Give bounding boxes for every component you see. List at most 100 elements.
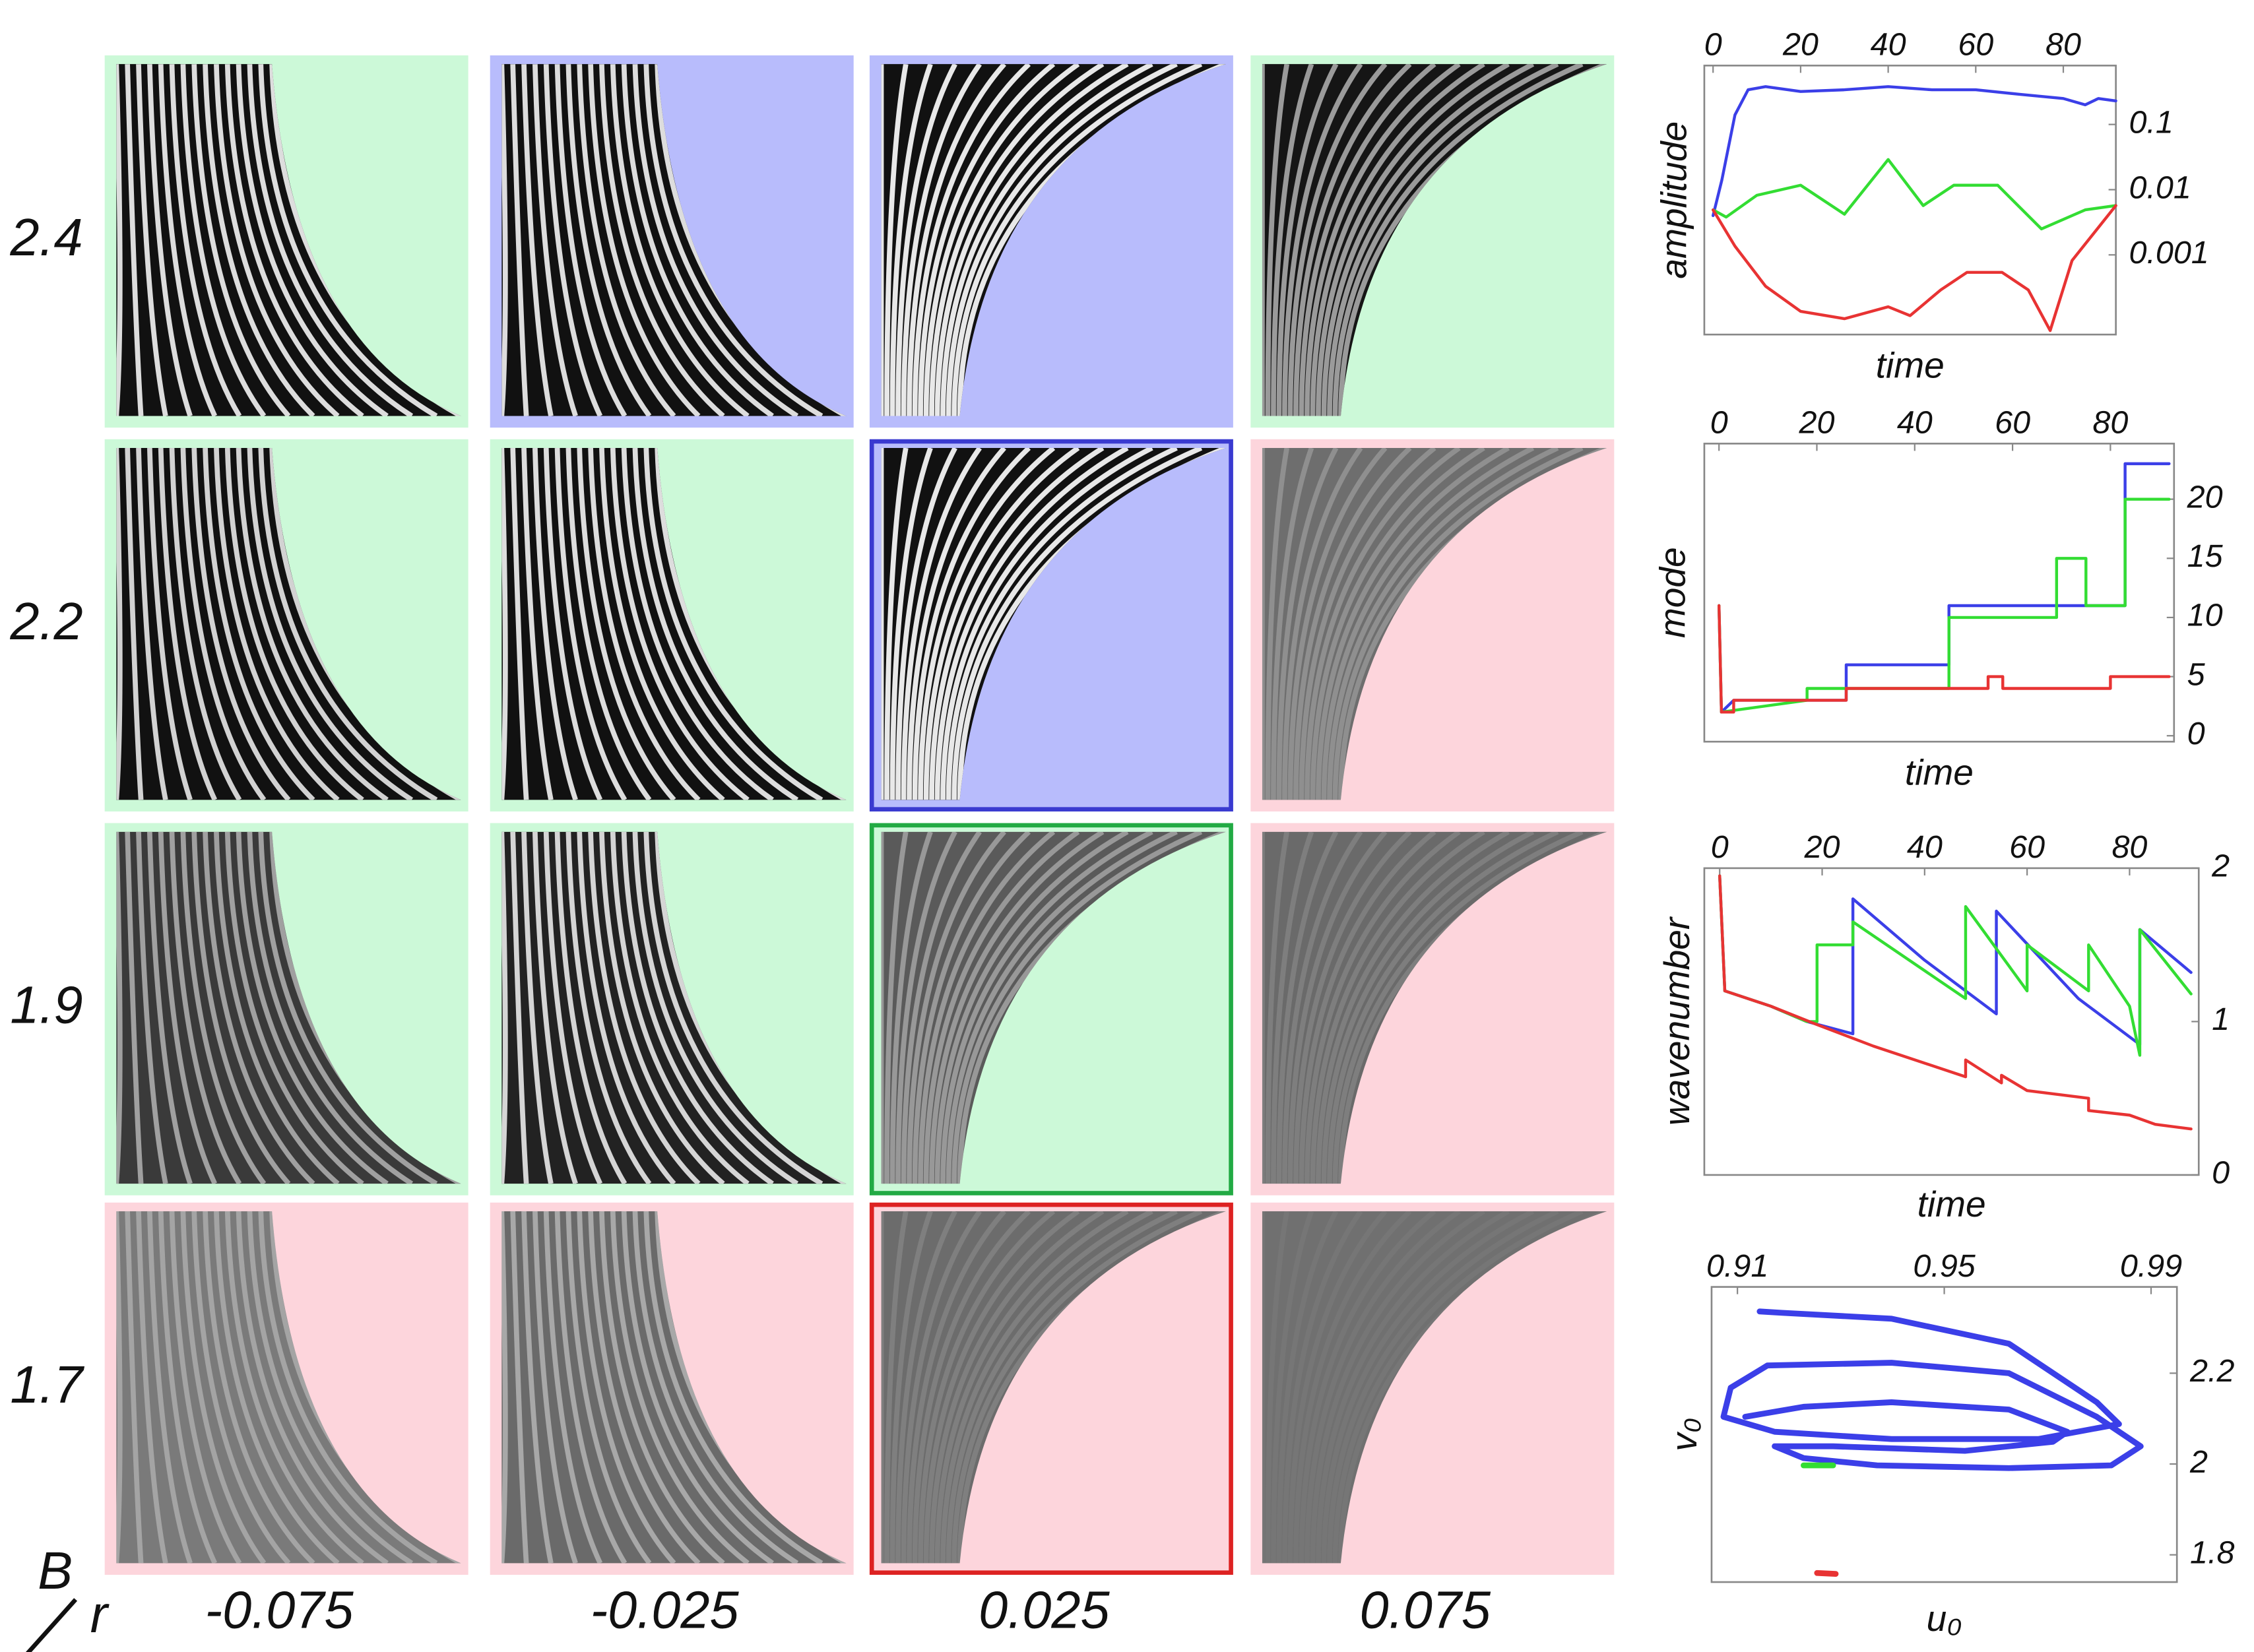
stripe [599, 831, 725, 1184]
stripe [554, 1211, 628, 1564]
stripe [203, 1211, 315, 1564]
stripe [203, 64, 315, 416]
stripe [895, 447, 957, 800]
stripe [554, 831, 628, 1184]
stripe [1316, 831, 1510, 1184]
stripe [643, 447, 823, 800]
stripe [1293, 1211, 1412, 1564]
stripe [1310, 1211, 1485, 1564]
pattern-stripes [881, 447, 1226, 800]
stripe [621, 64, 774, 416]
pattern-stripes [881, 831, 1226, 1184]
stripe [543, 447, 603, 800]
stripe [1316, 1211, 1510, 1564]
stripe [224, 1211, 364, 1564]
stripe [565, 831, 652, 1184]
stripe [136, 831, 168, 1184]
row-label: 2.4 [9, 208, 82, 267]
stripe [934, 831, 1129, 1184]
stripe [1271, 1211, 1314, 1564]
stripe [1304, 831, 1461, 1184]
stripe [1332, 831, 1584, 1184]
stripe [158, 64, 218, 416]
stripe [125, 447, 144, 800]
stripe [125, 1211, 144, 1564]
stripe [951, 447, 1203, 800]
panel-border [869, 439, 1233, 811]
y-axis-label: v₀ [1663, 1418, 1704, 1451]
stripe [643, 1211, 823, 1564]
pattern-panel [104, 1202, 468, 1575]
stripe [1299, 64, 1436, 416]
stripe [136, 1211, 168, 1564]
x-tick-label: 40 [1907, 829, 1943, 865]
pattern-panel [104, 823, 468, 1195]
stripe [1327, 1211, 1559, 1564]
stripe [1276, 64, 1339, 416]
stripe [224, 64, 364, 416]
stripe [946, 1211, 1178, 1564]
stripe [577, 831, 676, 1184]
x-tick-label: 0.99 [2120, 1248, 2182, 1284]
stripe [532, 447, 578, 800]
stripe [1265, 1211, 1290, 1564]
x-tick-label: 60 [2009, 829, 2045, 865]
stripe [918, 1211, 1056, 1564]
stripe [214, 447, 340, 800]
column-label: -0.025 [591, 1580, 740, 1639]
x-tick-label: 0 [1711, 829, 1729, 865]
stripe [1271, 447, 1314, 800]
stripe [1299, 1211, 1436, 1564]
column-label: -0.075 [205, 1580, 354, 1639]
pattern-stripes [501, 1211, 847, 1564]
stripe [934, 1211, 1129, 1564]
stripe [946, 64, 1178, 416]
x-tick-label: 20 [1804, 829, 1840, 865]
stripe [169, 447, 242, 800]
stripe [501, 831, 508, 1184]
stripe [1265, 831, 1290, 1184]
stripe [951, 1211, 1203, 1564]
stripe [918, 64, 1056, 416]
stripe [923, 1211, 1080, 1564]
stripe [258, 1211, 438, 1564]
y-tick-label: 0 [2187, 716, 2205, 751]
stripe [247, 831, 414, 1184]
stripe [1265, 64, 1290, 416]
stripe [125, 831, 144, 1184]
pattern-panel [490, 1202, 854, 1575]
stripe [247, 64, 414, 416]
stripe [889, 1211, 933, 1564]
series-line [1712, 85, 2117, 218]
stripe [1293, 64, 1412, 416]
stripe [588, 64, 701, 416]
stripe [554, 64, 628, 416]
stripe [907, 447, 1006, 800]
x-tick-label: 20 [1799, 405, 1835, 441]
series-line [1712, 204, 2117, 333]
series-line [1717, 462, 2171, 714]
stripe [929, 831, 1105, 1184]
stripe [632, 447, 799, 800]
stripe [146, 1211, 193, 1564]
stripe [116, 1211, 123, 1564]
stripe [1321, 831, 1535, 1184]
stripe [599, 447, 725, 800]
stripe [224, 831, 364, 1184]
x-tick-label: 80 [2111, 829, 2147, 865]
stripe [621, 447, 774, 800]
pattern-panel [490, 823, 854, 1195]
stripe [224, 447, 364, 800]
series-line [1720, 1308, 2144, 1471]
y-tick-label: 1.8 [2190, 1535, 2234, 1571]
stripe [588, 447, 701, 800]
stripe [918, 831, 1056, 1184]
stripe [116, 64, 123, 416]
corner-column-variable: r [90, 1585, 110, 1643]
pattern-region [116, 1211, 461, 1564]
x-tick-label: 60 [1958, 27, 1993, 63]
pattern-stripes [1262, 64, 1607, 416]
stripe [146, 447, 193, 800]
pattern-panel [490, 55, 854, 428]
stripe [923, 447, 1080, 800]
